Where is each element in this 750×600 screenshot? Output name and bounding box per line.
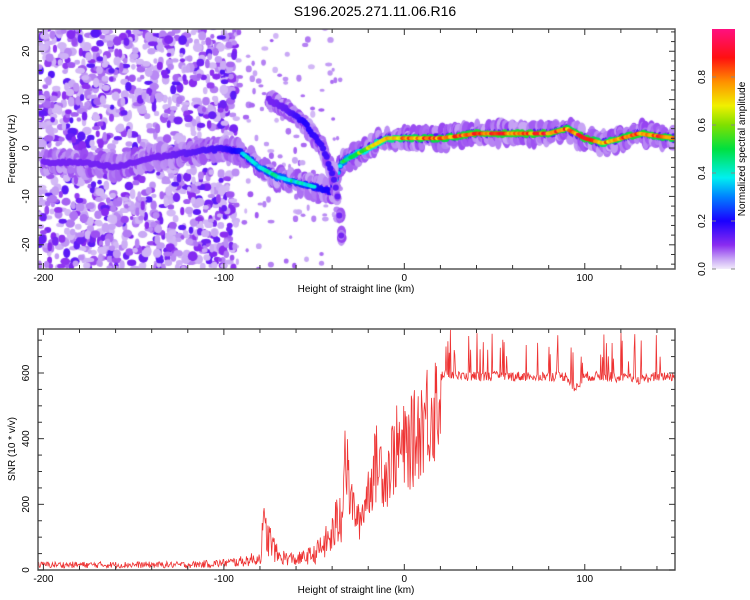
snr-frame [37, 328, 676, 571]
snr-y-label: SNR (10 * v/v) [7, 417, 18, 481]
colorbar-tick-label: 0.8 [697, 70, 708, 84]
colorbar-tick-label: 0.6 [697, 118, 708, 132]
colorbar: 0.0 0.2 0.4 0.6 0.8 Normalized spectral ampl… [697, 29, 748, 276]
colorbar-tick-label: 0.0 [697, 262, 708, 276]
y-tick-label: -20 [21, 237, 32, 252]
spectrogram-y-label: Frequency (Hz) [7, 115, 18, 184]
x-tick-label: 0 [402, 273, 408, 284]
y-tick-label: 200 [21, 496, 32, 513]
x-tick-label: -100 [214, 574, 234, 585]
spectrogram-image [38, 29, 675, 269]
y-tick-label: 20 [21, 45, 32, 57]
spectrogram-canvas-wrap [38, 29, 675, 269]
y-tick-label: 400 [21, 430, 32, 447]
snr-x-ticks: -200 -100 0 100 [33, 329, 658, 585]
snr-series-line [37, 329, 675, 570]
colorbar-tick-label: 0.4 [697, 166, 708, 180]
y-tick-label: 0 [21, 567, 32, 573]
spectrogram-x-ticks: -200 -100 0 100 [33, 29, 658, 284]
snr-y-ticks: 0 200 400 600 [21, 339, 675, 573]
spectrogram-x-label: Height of straight line (km) [298, 284, 415, 295]
y-tick-label: 600 [21, 364, 32, 381]
x-tick-label: -200 [33, 574, 53, 585]
snr-x-label: Height of straight line (km) [298, 585, 415, 596]
y-tick-label: 10 [21, 94, 32, 106]
x-tick-label: -100 [214, 273, 234, 284]
x-tick-label: -200 [33, 273, 53, 284]
snr-panel: -200 -100 0 100 0 200 400 600 Height of straig… [7, 328, 676, 596]
x-tick-label: 100 [576, 273, 593, 284]
x-tick-label: 100 [576, 574, 593, 585]
colorbar-ticks: 0.0 0.2 0.4 0.6 0.8 [697, 70, 735, 276]
spectrogram-frame [37, 28, 676, 270]
colorbar-label: Normalized spectral amplitude [737, 81, 748, 216]
y-tick-label: 0 [21, 145, 32, 151]
y-tick-label: -10 [21, 189, 32, 204]
x-tick-label: 0 [402, 574, 408, 585]
figure-title: S196.2025.271.11.06.R16 [294, 3, 457, 19]
spectrogram-y-ticks: -20 -10 0 10 20 [21, 31, 675, 265]
colorbar-gradient [712, 29, 735, 269]
colorbar-tick-label: 0.2 [697, 214, 708, 228]
